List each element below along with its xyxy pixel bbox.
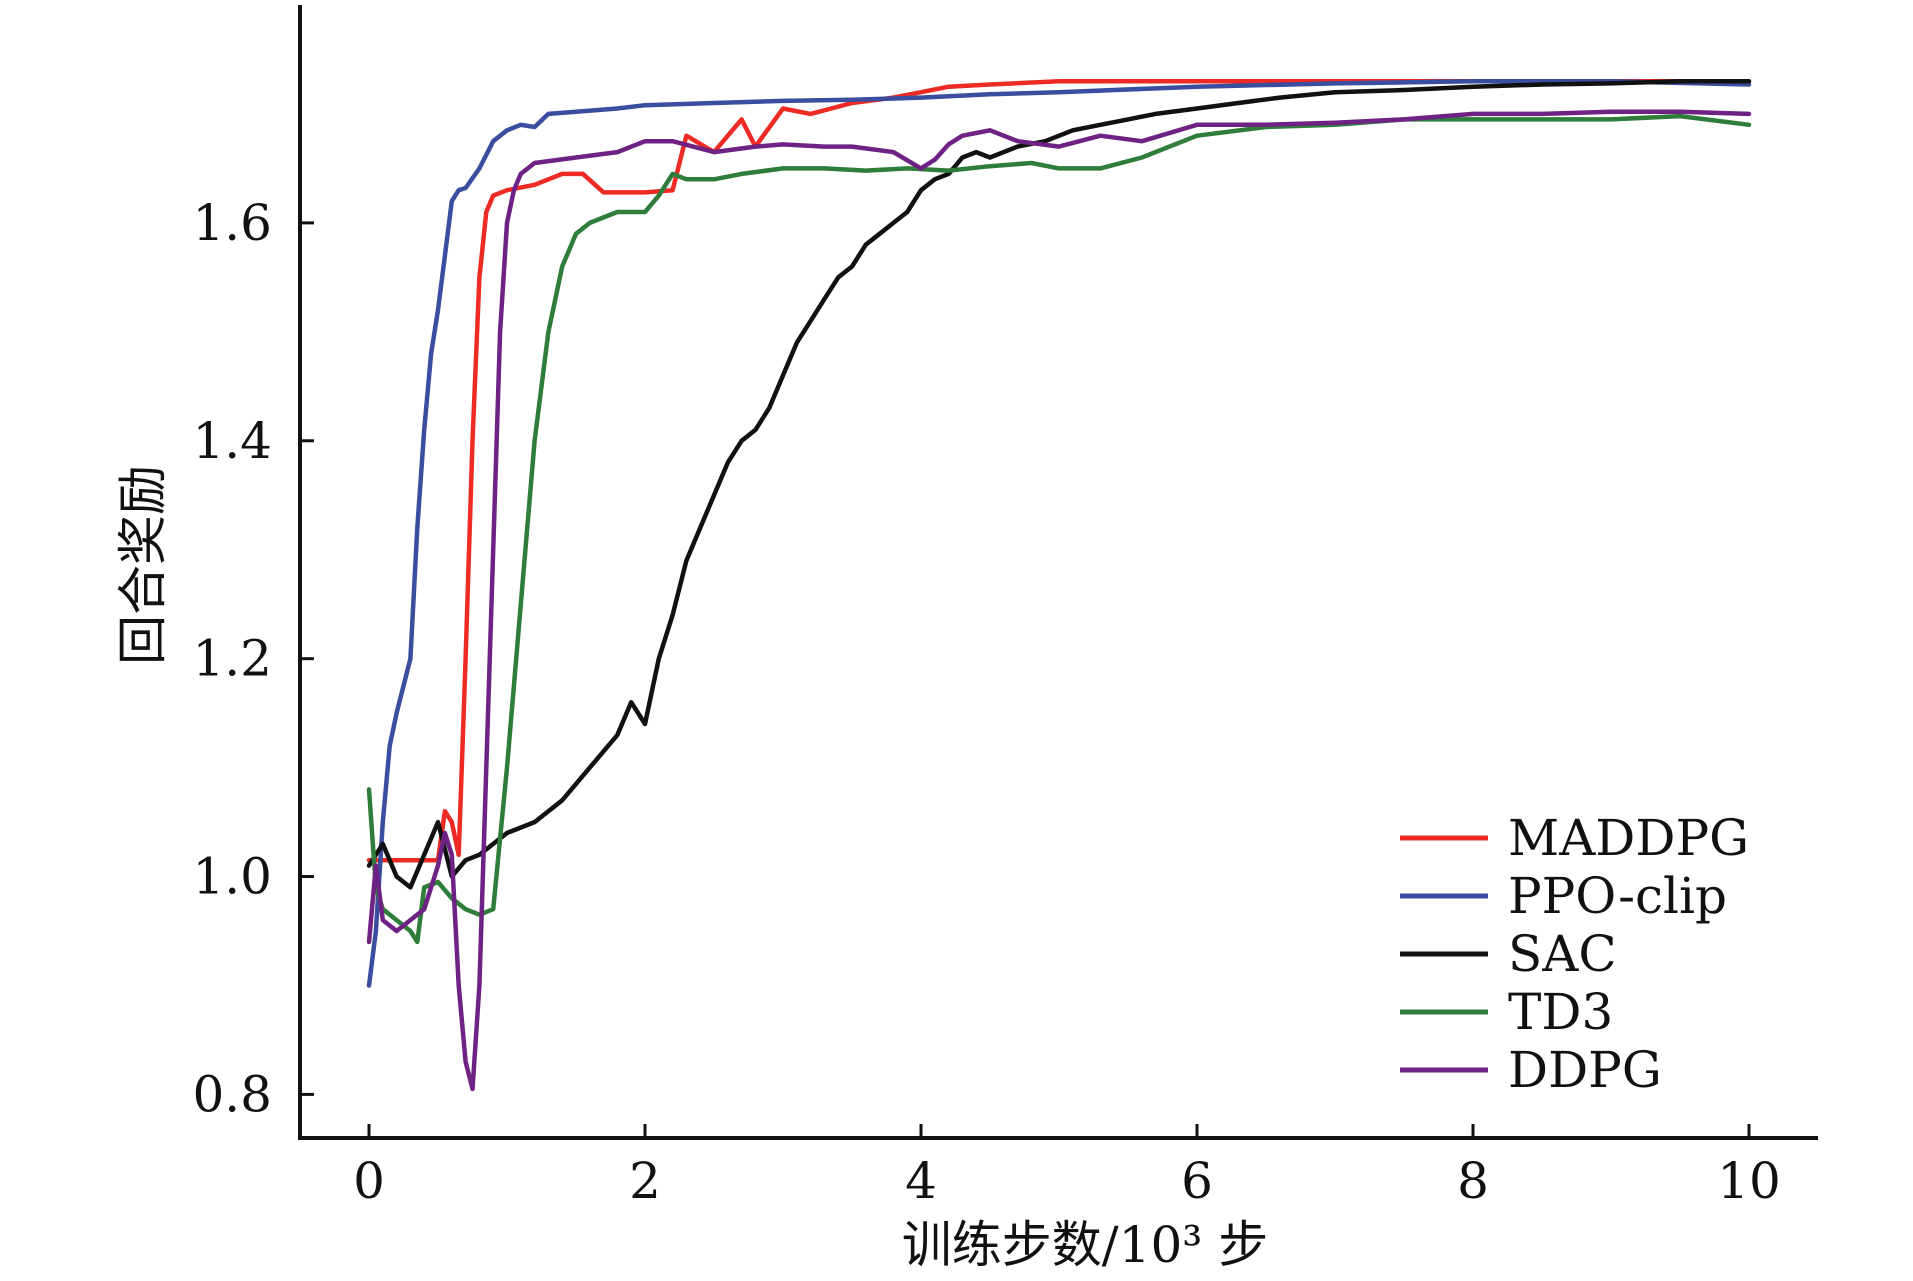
legend-label-sac: SAC bbox=[1508, 925, 1617, 983]
legend-label-maddpg: MADDPG bbox=[1508, 809, 1749, 867]
x-axis-title: 训练步数/10³ 步 bbox=[902, 1216, 1268, 1274]
series-line-td3 bbox=[366, 113, 1752, 945]
x-tick-label: 2 bbox=[629, 1152, 661, 1210]
series-line-maddpg bbox=[366, 79, 1752, 863]
legend-label-td3: TD3 bbox=[1508, 983, 1613, 1041]
axes: 0 2 4 6 8 10 0.8 1.0 1.2 1.4 1.6 bbox=[192, 5, 1818, 1210]
x-tick-label: 8 bbox=[1457, 1152, 1489, 1210]
x-tick-label: 0 bbox=[353, 1152, 385, 1210]
y-tick-label: 0.8 bbox=[192, 1065, 272, 1123]
y-tick-label: 1.2 bbox=[192, 630, 272, 688]
y-tick-label: 1.6 bbox=[192, 194, 272, 252]
series-line-ddpg bbox=[366, 109, 1752, 1092]
series-line-sac bbox=[366, 79, 1752, 890]
x-tick-label: 4 bbox=[905, 1152, 937, 1210]
legend-label-ddpg: DDPG bbox=[1508, 1041, 1662, 1099]
x-tick-label: 10 bbox=[1717, 1152, 1781, 1210]
legend-label-ppo-clip: PPO-clip bbox=[1508, 867, 1727, 925]
series-line-ppo-clip bbox=[366, 79, 1752, 988]
series-lines bbox=[366, 79, 1752, 1092]
y-tick-label: 1.0 bbox=[192, 848, 272, 906]
x-tick-label: 6 bbox=[1181, 1152, 1213, 1210]
y-axis-title: 回合奖励 bbox=[114, 465, 172, 665]
y-tick-label: 1.4 bbox=[192, 412, 272, 470]
